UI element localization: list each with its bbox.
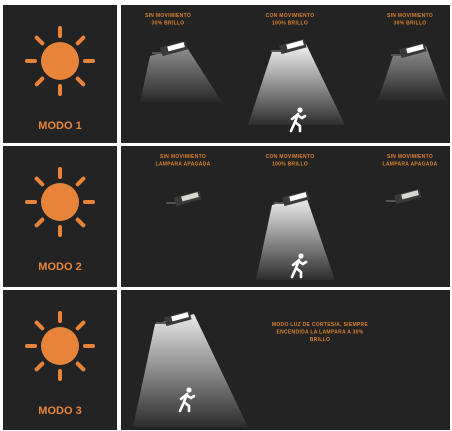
caption: LAMPARA APAGADA bbox=[382, 162, 437, 168]
infographic: MODO 1 SIN MOVIMIENTO 30% BRILLO CON MOVIMI… bbox=[0, 0, 452, 431]
caption: LAMPARA APAGADA bbox=[155, 162, 210, 168]
mode-label: MODO 2 bbox=[38, 261, 81, 273]
mode-label: MODO 1 bbox=[38, 120, 81, 132]
caption: CON MOVIMIENTO bbox=[266, 154, 315, 160]
caption: MODO LUZ DE CORTESIA, SIEMPRE bbox=[272, 322, 369, 328]
caption: BRILLO bbox=[310, 337, 330, 343]
caption: SIN MOVIMIENTO bbox=[387, 13, 433, 19]
lamp-arm bbox=[152, 52, 162, 54]
caption: 100% BRILLO bbox=[272, 21, 308, 27]
caption: 30% BRILLO bbox=[151, 21, 184, 27]
caption: 30% BRILLO bbox=[393, 21, 426, 27]
caption: SIN MOVIMIENTO bbox=[160, 154, 206, 160]
lamp-arm bbox=[156, 322, 166, 324]
lamp-arm bbox=[386, 200, 396, 202]
caption: SIN MOVIMIENTO bbox=[145, 13, 191, 19]
head bbox=[297, 107, 302, 112]
sun bbox=[41, 183, 79, 221]
lamp-arm bbox=[166, 202, 176, 204]
sun bbox=[41, 42, 79, 80]
head bbox=[298, 253, 303, 258]
mode-label: MODO 3 bbox=[38, 405, 81, 417]
caption: CON MOVIMIENTO bbox=[266, 13, 315, 19]
caption: 100% BRILLO bbox=[272, 162, 308, 168]
head bbox=[186, 387, 191, 392]
lamp-arm bbox=[271, 50, 281, 52]
sun bbox=[41, 327, 79, 365]
lamp-arm bbox=[391, 54, 401, 56]
caption: SIN MOVIMIENTO bbox=[387, 154, 433, 160]
caption: ENCENDIDA LA LAMPARA A 30% bbox=[276, 330, 363, 336]
lamp-arm bbox=[274, 202, 284, 204]
